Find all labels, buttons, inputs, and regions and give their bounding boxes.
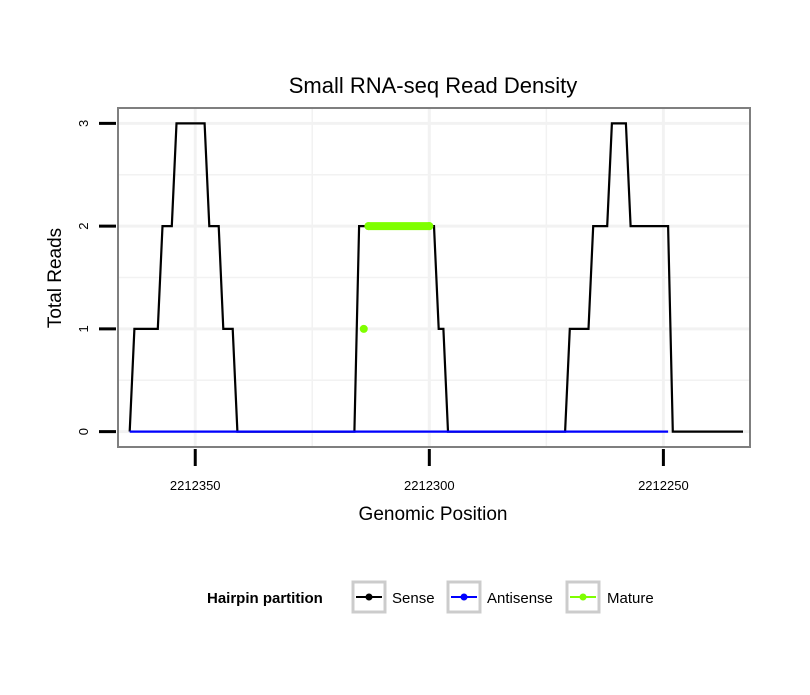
y-tick-label: 1 bbox=[76, 325, 91, 332]
x-tick-label: 2212350 bbox=[170, 478, 221, 493]
legend-label-antisense: Antisense bbox=[487, 590, 553, 607]
x-axis-label: Genomic Position bbox=[359, 504, 508, 525]
legend-marker-antisense bbox=[460, 593, 468, 601]
y-tick-label: 0 bbox=[76, 428, 91, 435]
legend-marker-sense bbox=[365, 593, 373, 601]
series-point-mature bbox=[425, 222, 434, 231]
legend: Hairpin partition Sense Antisense Mature bbox=[207, 580, 654, 614]
y-tick-label: 2 bbox=[76, 223, 91, 230]
y-axis-label: Total Reads bbox=[45, 228, 66, 328]
series-point-mature bbox=[364, 222, 373, 231]
y-tick-label: 3 bbox=[76, 120, 91, 127]
legend-label-sense: Sense bbox=[392, 590, 435, 607]
legend-title: Hairpin partition bbox=[207, 590, 323, 607]
x-axis: 2212350 2212300 2212250 bbox=[170, 449, 689, 493]
x-tick-label: 2212300 bbox=[404, 478, 455, 493]
legend-item-mature: Mature bbox=[565, 580, 654, 614]
series-line-sense bbox=[128, 122, 743, 433]
y-axis: 0 1 2 3 bbox=[76, 120, 116, 435]
legend-item-sense: Sense bbox=[351, 580, 435, 614]
legend-label-mature: Mature bbox=[607, 590, 654, 607]
legend-item-antisense: Antisense bbox=[446, 580, 553, 614]
legend-marker-mature bbox=[579, 593, 587, 601]
series-point-mature bbox=[359, 324, 368, 333]
chart-title: Small RNA-seq Read Density bbox=[289, 73, 578, 98]
x-tick-label: 2212250 bbox=[638, 478, 689, 493]
series-layer bbox=[128, 122, 743, 433]
